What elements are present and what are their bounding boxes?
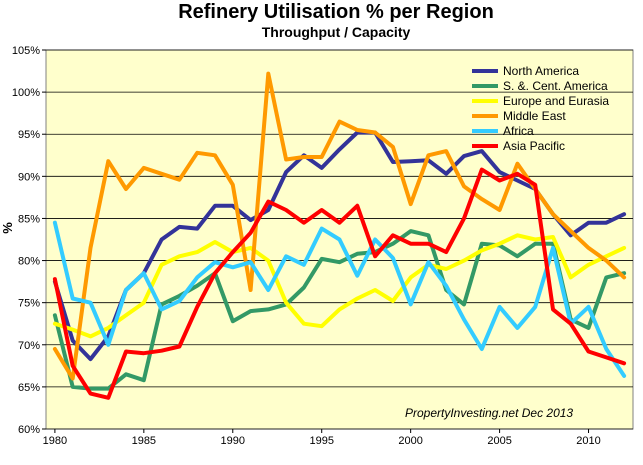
x-tick-label: 1995 xyxy=(309,435,333,447)
legend-label-north-america: North America xyxy=(503,64,579,78)
y-tick-label: 75% xyxy=(18,298,40,310)
legend-label-asia-pacific: Asia Pacific xyxy=(503,139,565,153)
y-tick-label: 80% xyxy=(18,256,40,268)
series-line-europe-and-eurasia xyxy=(52,233,627,339)
chart-title: Refinery Utilisation % per Region xyxy=(178,1,494,23)
legend-label-europe-and-eurasia: Europe and Eurasia xyxy=(503,94,609,108)
y-tick-label: 95% xyxy=(18,129,40,141)
x-tick-label: 1985 xyxy=(132,435,156,447)
x-tick-label: 2010 xyxy=(576,435,600,447)
series-line-africa xyxy=(52,220,627,378)
legend-label-africa: Africa xyxy=(503,124,534,138)
series-line-north-america xyxy=(52,130,627,362)
x-tick-label: 1980 xyxy=(43,435,67,447)
series-lines xyxy=(52,71,627,400)
y-axis-label: % xyxy=(0,222,15,234)
source-annotation: PropertyInvesting.net Dec 2013 xyxy=(405,406,573,420)
x-tick-label: 2005 xyxy=(487,435,511,447)
chart-subtitle: Throughput / Capacity xyxy=(262,24,411,40)
legend-label-s-cent-america: S. &. Cent. America xyxy=(503,79,608,93)
series-line-s-cent-america xyxy=(52,229,627,391)
legend-label-middle-east: Middle East xyxy=(503,109,566,123)
y-tick-label: 85% xyxy=(18,213,40,225)
y-tick-label: 90% xyxy=(18,171,40,183)
y-axis: 60% 65% 70% 75% 80% 85% 90% 95% 100% 105% xyxy=(12,45,46,436)
y-tick-label: 70% xyxy=(18,340,40,352)
y-tick-label: 60% xyxy=(18,424,40,436)
y-tick-label: 105% xyxy=(12,45,40,57)
y-tick-label: 100% xyxy=(12,87,40,99)
x-axis: 1980 1985 1990 1995 2000 2005 2010 xyxy=(43,429,601,447)
series-line-asia-pacific xyxy=(52,167,627,400)
x-tick-label: 2000 xyxy=(398,435,422,447)
x-tick-label: 1990 xyxy=(221,435,245,447)
y-tick-label: 65% xyxy=(18,382,40,394)
